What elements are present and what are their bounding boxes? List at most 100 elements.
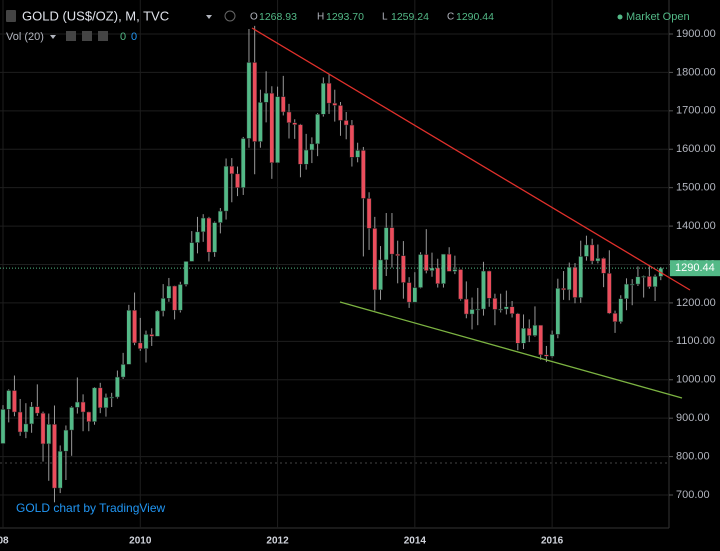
eye-icon[interactable] xyxy=(224,10,236,22)
y-tick-label: 1100.00 xyxy=(676,335,715,347)
volume-ma-value: 0 xyxy=(131,31,137,43)
candle-body xyxy=(137,342,143,349)
candle-body xyxy=(492,298,498,310)
last-price-label: 1290.44 xyxy=(675,262,715,274)
candle-body xyxy=(52,424,57,489)
candle-body xyxy=(75,401,80,408)
y-tick-label: 1600.00 xyxy=(676,143,716,155)
candle-body xyxy=(12,390,17,413)
y-tick-label: 700.00 xyxy=(676,489,710,501)
candle-body xyxy=(132,309,137,344)
candle-body xyxy=(395,253,401,256)
volume-label[interactable]: Vol (20) xyxy=(6,31,44,43)
candle-body xyxy=(481,270,486,310)
candle-body xyxy=(177,284,183,311)
candle-body xyxy=(0,409,6,444)
candle-body xyxy=(389,227,395,255)
candle-body xyxy=(195,231,200,243)
symbol-title[interactable]: GOLD (US$/OZ), M, TVC xyxy=(22,8,169,23)
volume-dropdown[interactable] xyxy=(50,35,56,39)
candle-body xyxy=(538,324,544,356)
candle-body xyxy=(343,120,349,126)
volume-eye[interactable] xyxy=(66,31,76,41)
y-tick-label: 1900.00 xyxy=(676,28,716,40)
support-trendline xyxy=(339,301,683,399)
y-tick-label: 1000.00 xyxy=(676,374,716,386)
candle-body xyxy=(166,285,172,299)
candle-body xyxy=(401,255,406,283)
ohlc-key: H xyxy=(317,12,324,23)
candle-body xyxy=(126,309,132,365)
x-tick-label: 2014 xyxy=(404,536,427,547)
x-tick-label: 2012 xyxy=(266,536,289,547)
candle-body xyxy=(263,92,269,103)
candle-body xyxy=(441,253,446,284)
last-price-tag xyxy=(670,260,720,277)
candle-body xyxy=(526,328,532,336)
candle-body xyxy=(595,258,601,262)
watermark[interactable]: GOLD chart by TradingView xyxy=(16,501,166,515)
candle-body xyxy=(40,412,46,445)
candle-body xyxy=(544,354,549,357)
candle-body xyxy=(629,283,635,286)
candle-body xyxy=(469,309,475,315)
symbol-dropdown[interactable] xyxy=(206,15,212,19)
candle-body xyxy=(572,266,578,298)
volume-close[interactable] xyxy=(98,31,108,41)
candle-body xyxy=(212,222,217,253)
candle-body xyxy=(23,423,29,433)
candle-body xyxy=(269,92,275,163)
market-status: Market Open xyxy=(626,11,690,23)
candle-body xyxy=(372,228,378,291)
candle-body xyxy=(258,102,263,142)
candle-body xyxy=(143,334,149,349)
candle-body xyxy=(115,376,120,398)
candle-body xyxy=(63,429,69,452)
candle-body xyxy=(17,411,23,433)
candle-body xyxy=(34,406,40,414)
candle-body xyxy=(160,298,166,312)
candle-body xyxy=(446,253,452,272)
candle-body xyxy=(612,313,618,322)
candle-body xyxy=(280,96,286,113)
candle-body xyxy=(240,138,246,188)
candle-body xyxy=(183,261,189,285)
candle-body xyxy=(298,124,303,165)
candle-body xyxy=(578,256,584,298)
candle-body xyxy=(200,217,206,233)
x-tick-label: 08 xyxy=(0,536,9,547)
candle-body xyxy=(378,259,383,291)
status-dot xyxy=(617,14,623,20)
candle-body xyxy=(246,62,252,139)
candle-body xyxy=(149,334,155,337)
candle-body xyxy=(635,276,641,285)
candle-body xyxy=(172,285,177,311)
y-tick-label: 1800.00 xyxy=(676,66,716,78)
candle-body xyxy=(412,287,418,303)
candle-body xyxy=(320,82,326,115)
candle-body xyxy=(338,105,343,121)
candle-body xyxy=(618,298,624,322)
candle-body xyxy=(92,387,97,422)
candle-body xyxy=(458,269,463,300)
candle-body xyxy=(109,396,115,399)
y-tick-label: 900.00 xyxy=(676,412,710,424)
ohlc-key: O xyxy=(250,12,258,23)
candle-body xyxy=(355,150,360,158)
candle-body xyxy=(532,324,538,336)
ohlc-value: 1290.44 xyxy=(456,11,494,23)
candle-body xyxy=(349,124,355,158)
candle-body xyxy=(57,450,63,489)
candle-body xyxy=(303,149,309,165)
symbol-icon[interactable] xyxy=(6,10,16,22)
candle-body xyxy=(206,217,212,253)
candle-body xyxy=(418,254,423,288)
candle-body xyxy=(435,267,441,284)
volume-settings[interactable] xyxy=(82,31,92,41)
x-tick-label: 2016 xyxy=(541,536,564,547)
candle-body xyxy=(521,328,526,344)
candle-body xyxy=(566,266,572,291)
